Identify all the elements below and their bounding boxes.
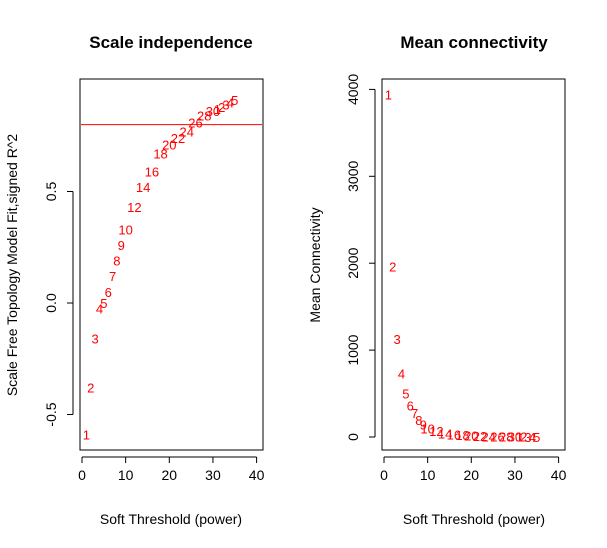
data-point: 16 bbox=[447, 427, 461, 442]
data-point: 1 bbox=[214, 102, 221, 117]
x-tick-label: 10 bbox=[420, 467, 436, 483]
data-point: 26 bbox=[490, 429, 504, 444]
data-point: 12 bbox=[429, 424, 443, 439]
data-point: 14 bbox=[136, 180, 150, 195]
x-tick-label: 20 bbox=[162, 467, 178, 483]
data-point: 1 bbox=[516, 430, 523, 445]
data-point: 30 bbox=[206, 104, 220, 119]
x-axis-label: Soft Threshold (power) bbox=[403, 511, 545, 527]
data-point: 28 bbox=[499, 430, 513, 445]
axis-ticks: 0 10 20 30 40 -0.5 0.0 0.5 bbox=[43, 182, 265, 483]
y-tick-label: 0.5 bbox=[43, 182, 59, 202]
data-point: 6 bbox=[407, 399, 414, 414]
data-point: 4 bbox=[227, 95, 234, 110]
data-point: 2 bbox=[520, 430, 527, 445]
data-point: 22 bbox=[473, 429, 487, 444]
data-point: 30 bbox=[508, 430, 522, 445]
y-tick-label: 3000 bbox=[345, 161, 361, 192]
data-point: 24 bbox=[482, 429, 496, 444]
data-point: 5 bbox=[100, 296, 107, 311]
data-point: 5 bbox=[533, 430, 540, 445]
scale-independence-panel: Scale independence Soft Threshold (power… bbox=[4, 33, 265, 527]
data-point: 10 bbox=[420, 421, 434, 436]
data-point: 2 bbox=[389, 260, 396, 275]
data-point: 10 bbox=[118, 222, 132, 237]
x-tick-label: 0 bbox=[78, 467, 86, 483]
data-point: 1 bbox=[385, 88, 392, 103]
plot-frame bbox=[79, 78, 264, 451]
x-axis-label: Soft Threshold (power) bbox=[100, 511, 242, 527]
y-tick-label: -0.5 bbox=[43, 402, 59, 426]
data-point: 5 bbox=[402, 387, 409, 402]
data-point: 14 bbox=[438, 427, 452, 442]
data-point: 8 bbox=[415, 413, 422, 428]
data-point: 3 bbox=[524, 430, 531, 445]
data-point: 16 bbox=[145, 164, 159, 179]
data-point: 20 bbox=[162, 138, 176, 153]
data-point: 3 bbox=[91, 332, 98, 347]
y-tick-label: 2000 bbox=[345, 247, 361, 278]
data-point: 2 bbox=[218, 100, 225, 115]
data-point: 18 bbox=[153, 147, 167, 162]
x-tick-label: 40 bbox=[249, 467, 265, 483]
axis-ticks: 0 10 20 30 40 0 1000 2000 3000 4000 bbox=[345, 74, 567, 483]
x-tick-label: 20 bbox=[464, 467, 480, 483]
plot-frame bbox=[381, 78, 566, 451]
y-axis-label: Mean Connectivity bbox=[307, 207, 323, 322]
data-point: 18 bbox=[455, 428, 469, 443]
data-point: 24 bbox=[180, 124, 194, 139]
x-tick-label: 30 bbox=[205, 467, 221, 483]
data-point: 7 bbox=[411, 406, 418, 421]
x-tick-label: 40 bbox=[551, 467, 567, 483]
data-point: 4 bbox=[398, 367, 405, 382]
data-point: 7 bbox=[109, 269, 116, 284]
data-point: 2 bbox=[87, 381, 94, 396]
data-point: 1 bbox=[83, 428, 90, 443]
mean-connectivity-panel: Mean connectivity Soft Threshold (power)… bbox=[307, 33, 567, 527]
data-point: 26 bbox=[188, 115, 202, 130]
data-point: 3 bbox=[393, 332, 400, 347]
data-point: 6 bbox=[105, 285, 112, 300]
y-tick-label: 4000 bbox=[345, 74, 361, 105]
x-tick-label: 30 bbox=[507, 467, 523, 483]
x-tick-label: 10 bbox=[118, 467, 134, 483]
y-axis-label: Scale Free Topology Model Fit,signed R^2 bbox=[4, 134, 20, 397]
data-point: 12 bbox=[127, 200, 141, 215]
y-tick-label: 0.0 bbox=[43, 293, 59, 313]
data-point: 22 bbox=[171, 131, 185, 146]
data-point: 9 bbox=[118, 238, 125, 253]
data-point: 4 bbox=[96, 302, 103, 317]
data-point: 28 bbox=[197, 109, 211, 124]
data-point: 3 bbox=[222, 98, 229, 113]
data-point: 4 bbox=[529, 430, 536, 445]
y-tick-label: 1000 bbox=[345, 334, 361, 365]
chart-title: Scale independence bbox=[89, 33, 252, 52]
chart-title: Mean connectivity bbox=[400, 33, 548, 52]
data-point: 9 bbox=[420, 417, 427, 432]
data-point: 5 bbox=[231, 93, 238, 108]
data-point: 8 bbox=[113, 254, 120, 269]
data-point: 20 bbox=[464, 429, 478, 444]
y-tick-label: 0 bbox=[345, 433, 361, 441]
x-tick-label: 0 bbox=[380, 467, 388, 483]
